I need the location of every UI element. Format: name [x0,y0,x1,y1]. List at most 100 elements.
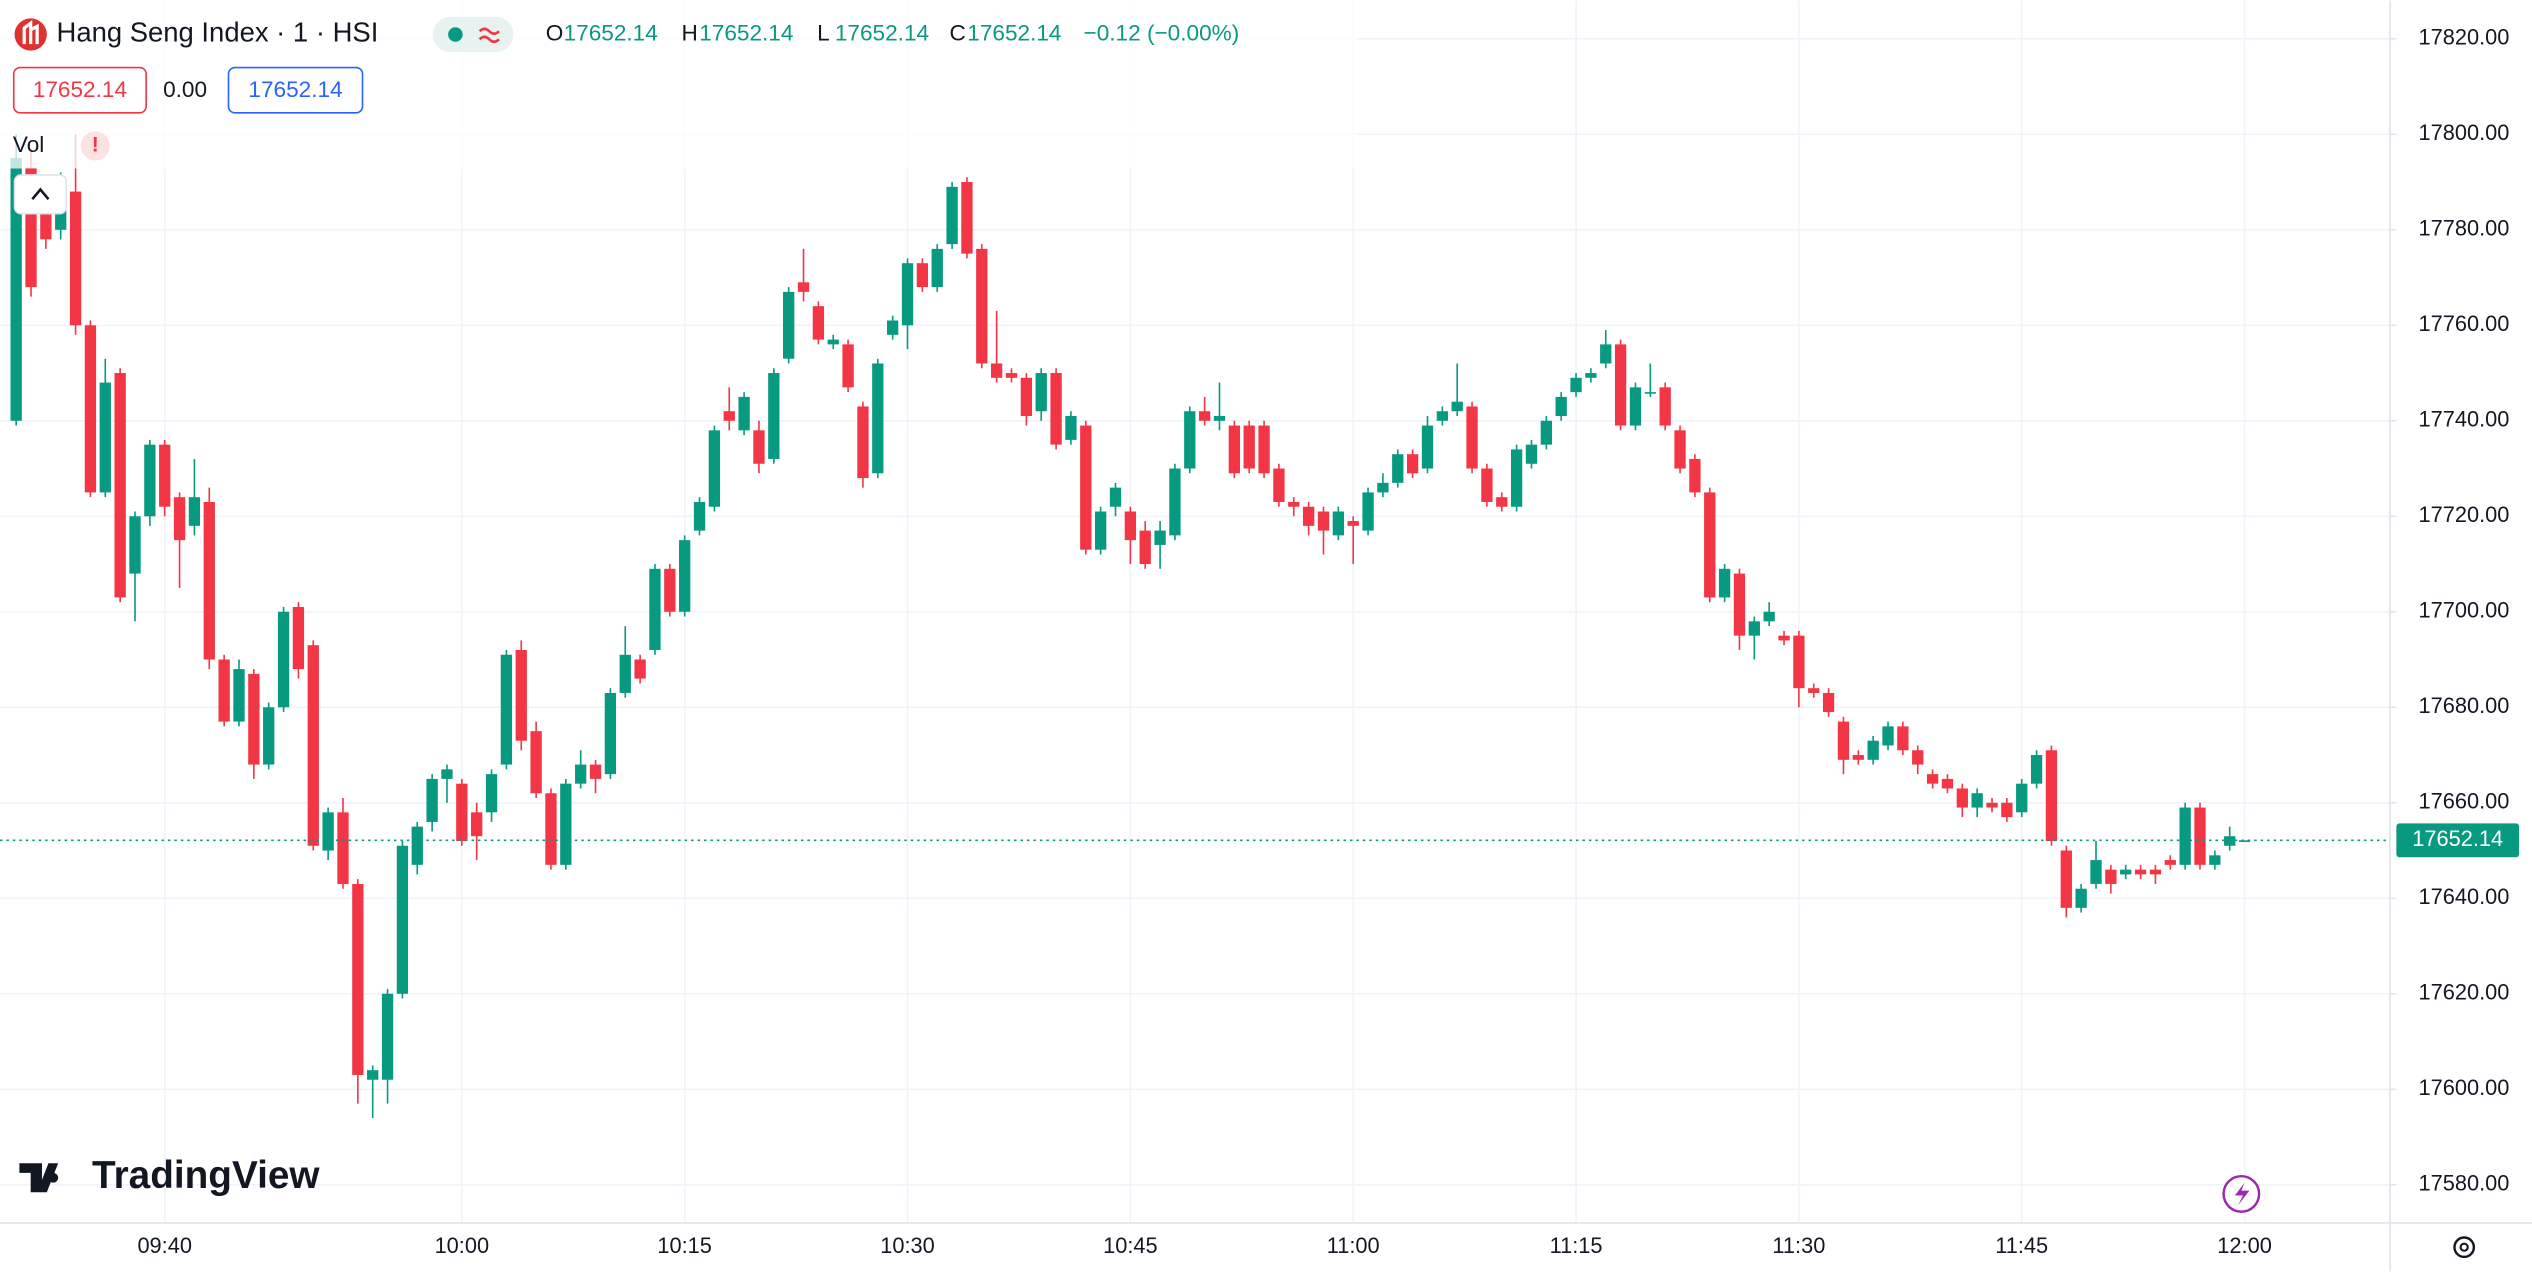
candle-body [322,812,334,851]
candle-body [203,501,215,660]
candle-body [1926,774,1939,784]
candle-body [2090,860,2102,884]
candle-body [679,540,691,612]
candle-body [2045,750,2058,841]
candle-body [1005,373,1018,378]
sell-price: 17652.14 [33,77,127,102]
collapse-icon [31,187,50,201]
candle-body [159,444,171,507]
candle-body [976,248,988,364]
candle-body [515,649,527,741]
candle-body [2016,783,2028,813]
spread: 0.00 [163,77,207,102]
candle-body [1986,802,1998,808]
candle-body [1540,420,1552,445]
y-tick-label: 17820.00 [2419,25,2510,50]
ohlc-value: 17652.14 [835,20,929,45]
candle-body [1154,530,1166,545]
candle-body [723,411,735,421]
collapse-button[interactable] [13,174,68,215]
volume-label[interactable]: Vol [13,132,44,157]
candle-body [1065,416,1077,440]
candle-body [1570,377,1582,393]
candle-body [25,167,37,288]
candle-body [1317,511,1330,531]
candle-body [337,812,349,884]
x-tick-label: 10:30 [880,1233,935,1258]
candle-body [1184,411,1196,469]
market-open-dot [448,27,463,42]
candle-body [1689,458,1701,493]
buy-price: 17652.14 [248,77,342,102]
candle-body [1525,444,1538,464]
candle-body [1020,377,1033,417]
x-tick-label: 11:15 [1550,1233,1603,1258]
candle-body [1808,688,1820,693]
candle-body [1198,411,1211,421]
y-tick-label: 17680.00 [2419,693,2510,718]
change: −0.12 (−0.00%) [1084,20,1240,45]
settings-icon [2459,1242,2469,1252]
buy-button[interactable] [227,66,364,114]
candle-body [664,568,676,612]
ohlc-key: H [681,20,697,45]
candle-body [1124,511,1137,541]
candle-body [1600,344,1612,364]
candle-body [1377,482,1389,493]
candle-body [901,263,914,326]
candle-body [263,707,275,765]
x-tick-label: 09:40 [137,1233,192,1258]
candle-body [1080,425,1092,550]
candle-body [693,501,706,531]
candle-body [872,363,884,474]
candle-body [2060,850,2072,908]
candle-body [1243,425,1255,469]
delayed-icon [478,27,500,44]
candle-body [887,320,899,335]
candle-body [1094,511,1107,550]
candle-body [1332,511,1344,536]
candle-body [545,793,557,865]
x-tick-label: 11:45 [1995,1233,2048,1258]
candle-body [144,444,156,517]
candle-body [2164,860,2176,865]
candle-body [1763,611,1775,622]
ohlc-key: C [950,20,966,45]
candle-body [277,611,290,708]
candle-body [1109,487,1122,507]
ohlc-value: 17652.14 [699,20,793,45]
candle-body [1704,492,1716,598]
candle-body [1421,425,1434,469]
watermark[interactable]: TradingView [92,1154,320,1197]
legend-bg [0,0,1357,169]
candle-body [307,645,319,846]
candle-body [1718,568,1731,598]
candle-body [753,430,765,464]
candle-body [649,568,661,650]
candle-body [1496,497,1508,507]
candle-body [1941,778,1954,789]
candle-body [916,263,929,288]
volume-warning-bg[interactable] [80,131,110,161]
symbol-title[interactable]: Hang Seng Index · 1 · HSI [57,17,379,48]
settings-button[interactable] [2453,1236,2476,1259]
candle-body [1273,468,1285,502]
y-tick-label: 17720.00 [2419,502,2510,527]
candle-body [530,731,542,794]
candle-body [2030,755,2043,784]
status-pill[interactable] [432,16,514,53]
sell-button[interactable] [12,66,147,114]
candle-body [1956,788,1968,808]
y-tick-label: 17780.00 [2419,216,2510,241]
candle-body [1258,425,1270,474]
y-tick-label: 17600.00 [2419,1075,2510,1100]
replay-icon [2234,1182,2250,1206]
candle-body [233,669,245,722]
y-tick-label: 17760.00 [2419,311,2510,336]
candle-body [575,764,587,784]
candle-body [441,769,453,779]
candle-body [1897,726,1909,751]
candle-body [783,291,795,359]
candle-body [842,344,854,388]
